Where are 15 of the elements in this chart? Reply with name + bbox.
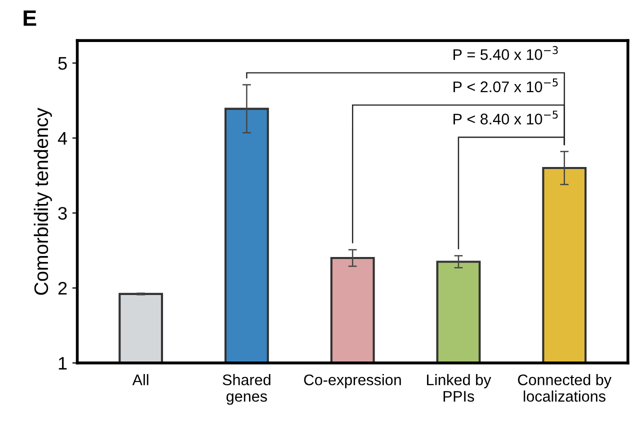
x-tick-label: Co-expression bbox=[304, 374, 401, 388]
y-tick-label: 1 bbox=[58, 357, 67, 370]
y-tick-label: 2 bbox=[58, 282, 67, 295]
annotation: P < 8.40 x 10$^{−5}$ bbox=[454, 110, 558, 124]
y-tick-label: 3 bbox=[58, 206, 67, 220]
x-tick-label: Linked by PPIs bbox=[427, 374, 492, 402]
y-axis-title: Comorbidity tendency bbox=[34, 108, 52, 295]
y-tick-label: 5 bbox=[58, 57, 67, 70]
chart-title: E bbox=[24, 10, 36, 26]
y-tick-label: 4 bbox=[58, 132, 68, 145]
x-tick-label: Shared genes bbox=[222, 374, 270, 405]
x-tick-label: Connected by localizations bbox=[518, 374, 612, 402]
x-tick-label: All bbox=[132, 374, 148, 386]
annotation: P < 2.07 x 10$^{−5}$ bbox=[454, 78, 558, 92]
annotation: P = 5.40 x 10$^{−3}$ bbox=[454, 46, 558, 60]
